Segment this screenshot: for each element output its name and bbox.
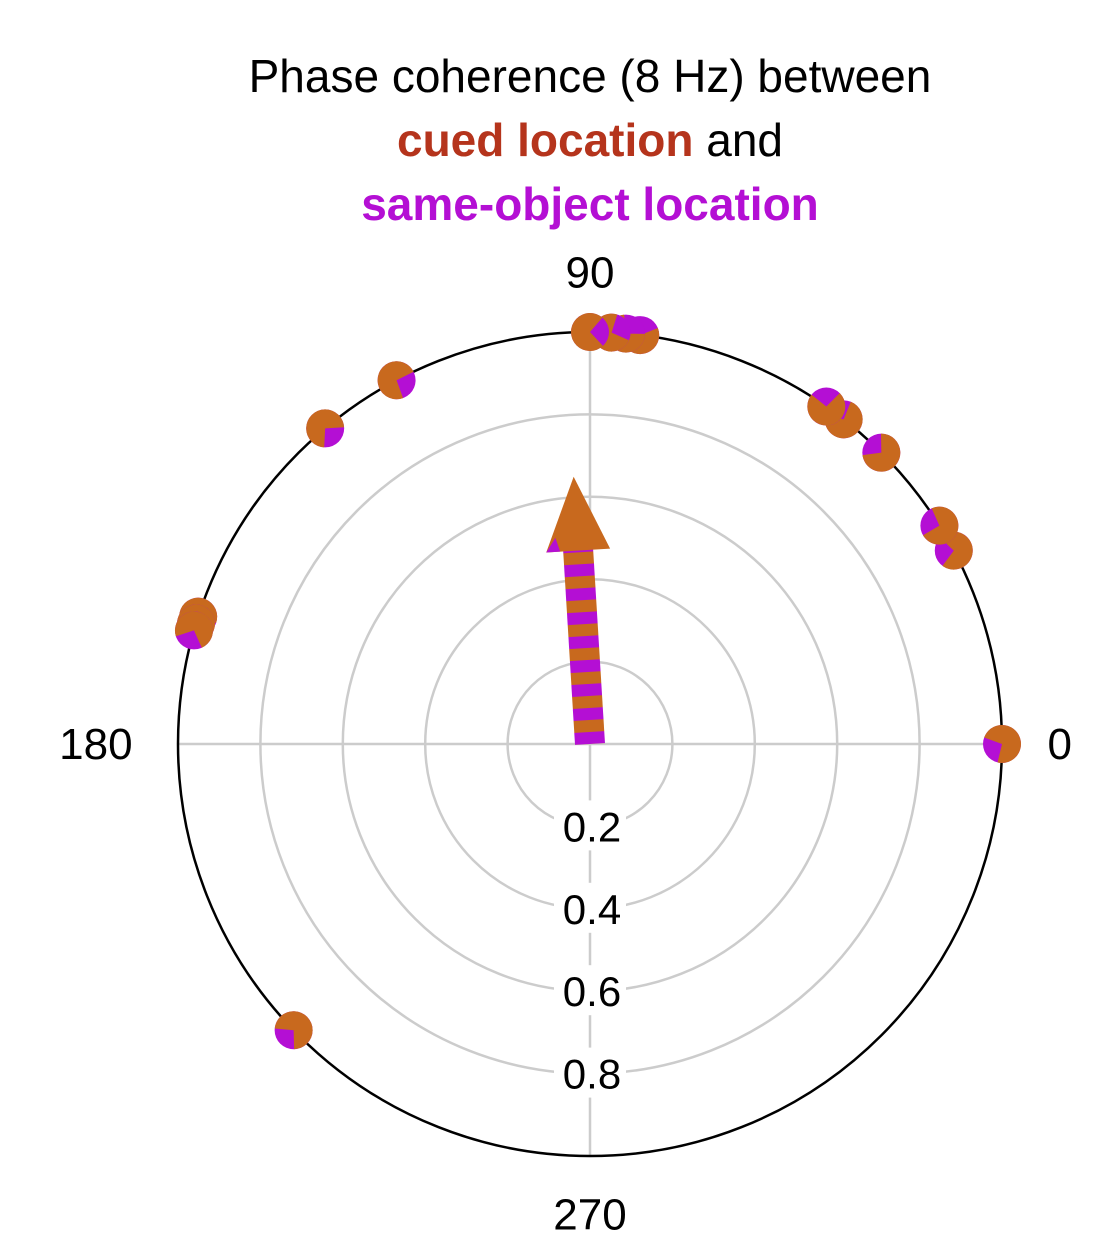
radial-tick-label-0.2: 0.2 <box>563 803 621 850</box>
phase-point-cued <box>824 401 863 439</box>
phase-point <box>174 611 213 650</box>
mean-vector <box>546 476 611 745</box>
phase-point-cued <box>377 361 414 400</box>
phase-points <box>174 312 1021 1050</box>
phase-point <box>807 387 846 426</box>
phase-point <box>377 361 416 400</box>
angle-tick-label-270: 270 <box>553 1190 626 1239</box>
radial-tick-label-0.8: 0.8 <box>563 1051 621 1098</box>
angle-tick-label-180: 180 <box>59 720 132 769</box>
title-and-text: and <box>693 114 783 166</box>
cued-location-label: cued location <box>396 114 694 166</box>
phase-point-cued <box>274 1011 313 1050</box>
mean-vector-head-accent <box>546 537 561 553</box>
mean-vector-head <box>546 476 611 553</box>
phase-point-cued <box>174 611 213 648</box>
phase-point-cued <box>807 393 846 426</box>
chart-title-line-3: same-object location <box>0 172 1098 236</box>
mean-vector-arrow <box>546 476 611 745</box>
phase-point-cued <box>571 312 603 351</box>
radial-label-bg-0.6 <box>554 965 626 1016</box>
same-object-location-label: same-object location <box>361 178 819 230</box>
chart-title-line-2: cued location and <box>0 108 1098 172</box>
phase-point-cued <box>306 409 345 448</box>
chart-title-line-1: Phase coherence (8 Hz) between <box>248 50 932 102</box>
phase-point <box>571 312 609 351</box>
phase-point <box>920 506 959 545</box>
axis-labels: 0.2 0.4 0.6 0.8 0 90 180 270 <box>59 249 1072 1240</box>
radial-label-bg-0.4 <box>554 882 626 933</box>
phase-point-cued <box>862 433 901 472</box>
phase-point <box>862 433 901 472</box>
angle-tick-label-90: 90 <box>566 249 615 298</box>
mean-vector-shaft <box>562 545 605 745</box>
radial-tick-label-0.6: 0.6 <box>563 968 621 1015</box>
phase-point <box>306 409 345 448</box>
phase-point-cued <box>923 506 959 545</box>
radial-tick-label-0.4: 0.4 <box>563 886 621 933</box>
angle-tick-label-0: 0 <box>1047 720 1071 769</box>
phase-point-cued <box>984 725 1021 763</box>
radial-label-bg-0.2 <box>554 800 626 851</box>
phase-point <box>983 725 1021 763</box>
radial-label-bg-0.8 <box>554 1047 626 1098</box>
phase-point <box>274 1011 313 1050</box>
